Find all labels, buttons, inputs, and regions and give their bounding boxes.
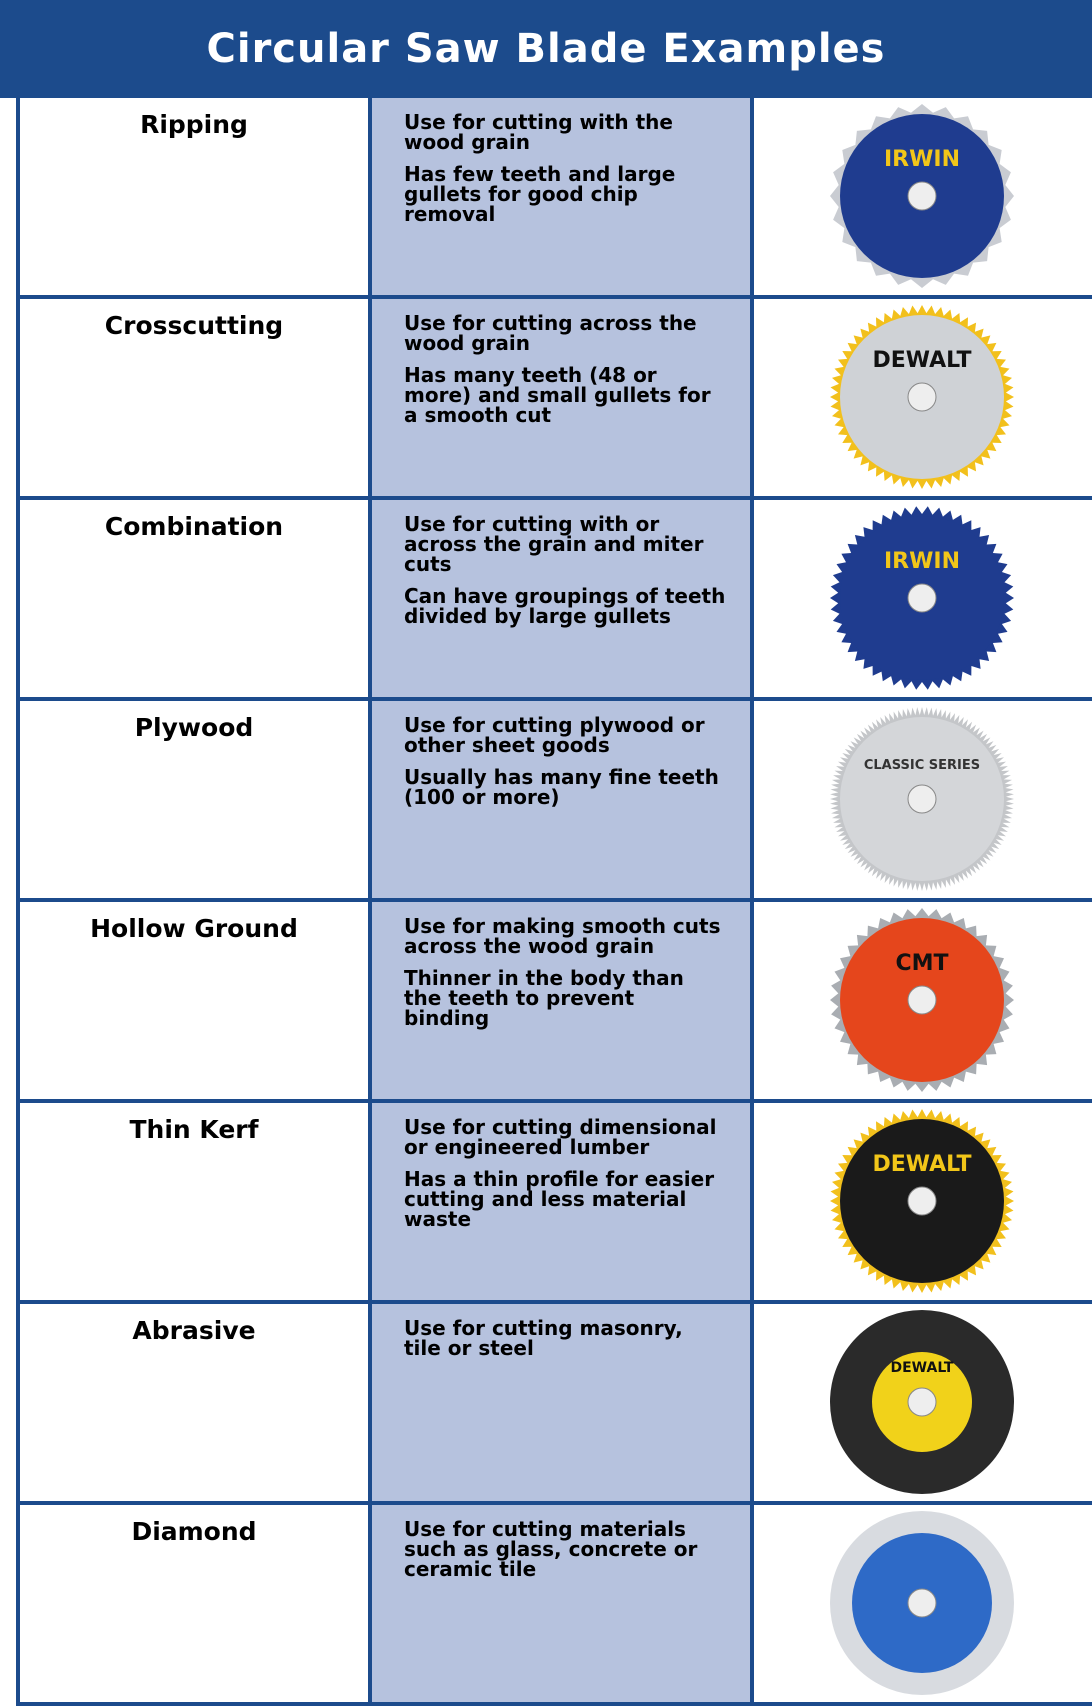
table-row: Abrasive Use for cutting masonry, tile or…	[16, 1304, 1092, 1505]
blade-image-cell: DEWALT	[754, 1304, 1092, 1501]
description-cell: Use for cutting masonry, tile or steel	[372, 1304, 754, 1501]
blade-image: IRWIN	[830, 506, 1014, 690]
description: Usually has many fine teeth (100 or more…	[404, 765, 719, 809]
title: Circular Saw Blade Examples	[0, 0, 1092, 98]
description-cell: Use for cutting across the wood grain Has…	[372, 299, 754, 496]
blade-image: DEWALT	[830, 1310, 1014, 1494]
blade-image-cell: CMT	[754, 902, 1092, 1099]
blade-image-cell: DEWALT	[754, 299, 1092, 496]
blade-image-cell: DEWALT	[754, 1103, 1092, 1300]
blade-arbor	[907, 1387, 937, 1417]
description: Use for cutting with or across the grain…	[404, 512, 704, 576]
description-cell: Use for making smooth cuts across the wo…	[372, 902, 754, 1099]
blade-name: Plywood	[16, 701, 372, 898]
blade-image-cell: IRWIN	[754, 500, 1092, 697]
blade-image: DEWALT	[830, 1109, 1014, 1293]
description: Use for cutting with the wood grain	[404, 110, 673, 154]
blade-brand: CLASSIC SERIES	[864, 758, 980, 773]
blade-arbor	[907, 1186, 937, 1216]
blade-image: CLASSIC SERIES	[830, 707, 1014, 891]
blade-image: CMT	[830, 908, 1014, 1092]
description: Use for cutting plywood or other sheet g…	[404, 713, 705, 757]
description: Use for cutting materials such as glass,…	[404, 1517, 698, 1581]
description-cell: Use for cutting with the wood grain Has f…	[372, 98, 754, 295]
blade-name: Hollow Ground	[16, 902, 372, 1099]
blade-image: IRWIN	[830, 104, 1014, 288]
blade-name: Thin Kerf	[16, 1103, 372, 1300]
blade-arbor	[907, 985, 937, 1015]
blade-brand: CMT	[895, 951, 948, 976]
blade-brand: DEWALT	[873, 348, 972, 373]
blade-arbor	[907, 1588, 937, 1618]
table-row: Plywood Use for cutting plywood or other …	[16, 701, 1092, 902]
blade-brand: DEWALT	[891, 1360, 954, 1376]
description: Has a thin profile for easier cutting an…	[404, 1167, 715, 1231]
description: Use for making smooth cuts across the wo…	[404, 914, 721, 958]
blade-image-cell	[754, 1505, 1092, 1702]
blade-name: Crosscutting	[16, 299, 372, 496]
blade-brand: IRWIN	[884, 549, 960, 574]
blade-name: Abrasive	[16, 1304, 372, 1501]
table-row: Crosscutting Use for cutting across the w…	[16, 299, 1092, 500]
description: Use for cutting dimensional or engineere…	[404, 1115, 717, 1159]
blade-arbor	[907, 583, 937, 613]
description: Can have groupings of teeth divided by l…	[404, 584, 726, 628]
description: Use for cutting masonry, tile or steel	[404, 1316, 683, 1360]
description-cell: Use for cutting dimensional or engineere…	[372, 1103, 754, 1300]
blade-name: Ripping	[16, 98, 372, 295]
blade-arbor	[907, 784, 937, 814]
description: Has few teeth and large gullets for good…	[404, 162, 676, 226]
description-cell: Use for cutting with or across the grain…	[372, 500, 754, 697]
table-row: Diamond Use for cutting materials such as…	[16, 1505, 1092, 1706]
blade-name: Diamond	[16, 1505, 372, 1702]
table-row: Ripping Use for cutting with the wood gra…	[16, 98, 1092, 299]
blade-image-cell: CLASSIC SERIES	[754, 701, 1092, 898]
blade-image	[830, 1511, 1014, 1695]
table-row: Hollow Ground Use for making smooth cuts …	[16, 902, 1092, 1103]
blade-brand: IRWIN	[884, 147, 960, 172]
blade-brand: DEWALT	[873, 1152, 972, 1177]
description-cell: Use for cutting plywood or other sheet g…	[372, 701, 754, 898]
description: Thinner in the body than the teeth to pr…	[404, 966, 684, 1030]
blade-arbor	[907, 181, 937, 211]
description: Use for cutting across the wood grain	[404, 311, 697, 355]
table-row: Thin Kerf Use for cutting dimensional or …	[16, 1103, 1092, 1304]
blade-image-cell: IRWIN	[754, 98, 1092, 295]
blade-name: Combination	[16, 500, 372, 697]
description-cell: Use for cutting materials such as glass,…	[372, 1505, 754, 1702]
blade-image: DEWALT	[830, 305, 1014, 489]
blade-arbor	[907, 382, 937, 412]
table-row: Combination Use for cutting with or acros…	[16, 500, 1092, 701]
description: Has many teeth (48 or more) and small gu…	[404, 363, 711, 427]
